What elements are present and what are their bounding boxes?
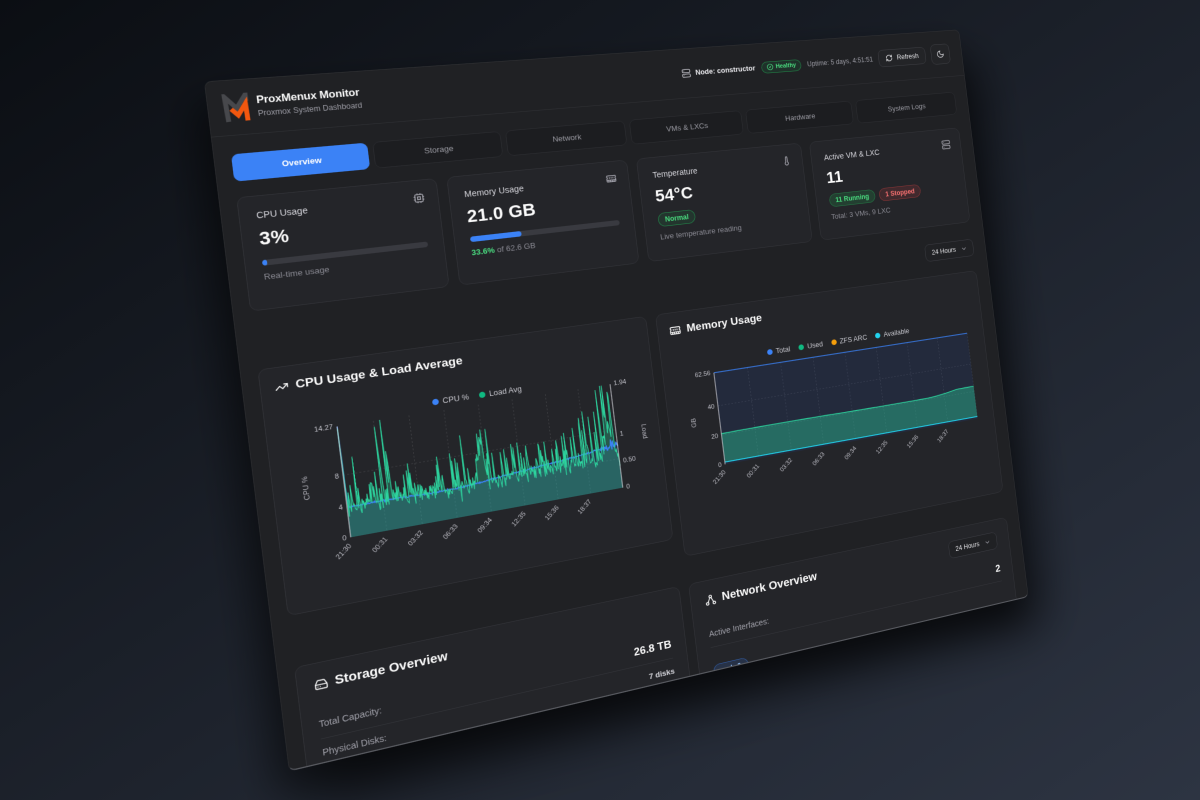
svg-text:62.56: 62.56 [695,370,711,380]
svg-text:09:34: 09:34 [476,516,494,535]
svg-text:1: 1 [619,429,624,437]
svg-text:18:37: 18:37 [576,498,593,516]
svg-text:03:32: 03:32 [406,529,425,547]
svg-text:21:30: 21:30 [711,469,727,486]
svg-text:12:35: 12:35 [874,439,889,455]
svg-text:0.50: 0.50 [623,454,637,464]
svg-text:15:36: 15:36 [543,504,560,522]
svg-text:0: 0 [626,483,631,491]
svg-text:12:35: 12:35 [510,510,528,528]
svg-text:1.94: 1.94 [613,378,627,388]
svg-text:06:33: 06:33 [441,522,459,540]
svg-text:14.27: 14.27 [314,423,334,434]
svg-text:03:32: 03:32 [778,456,793,473]
svg-text:00:31: 00:31 [745,462,761,479]
svg-text:40: 40 [707,403,715,411]
svg-text:0: 0 [342,534,347,543]
svg-text:4: 4 [338,503,344,512]
svg-text:09:34: 09:34 [843,444,858,461]
svg-text:CPU %: CPU % [300,476,312,501]
svg-text:00:31: 00:31 [370,535,389,554]
svg-text:0: 0 [718,461,722,469]
svg-text:15:36: 15:36 [905,433,919,449]
svg-text:06:33: 06:33 [811,451,826,467]
svg-text:8: 8 [334,472,339,481]
svg-text:18:37: 18:37 [936,428,950,444]
svg-text:GB: GB [690,418,698,429]
svg-text:Load: Load [640,423,649,439]
svg-text:20: 20 [711,432,719,440]
svg-text:21:30: 21:30 [334,542,353,561]
